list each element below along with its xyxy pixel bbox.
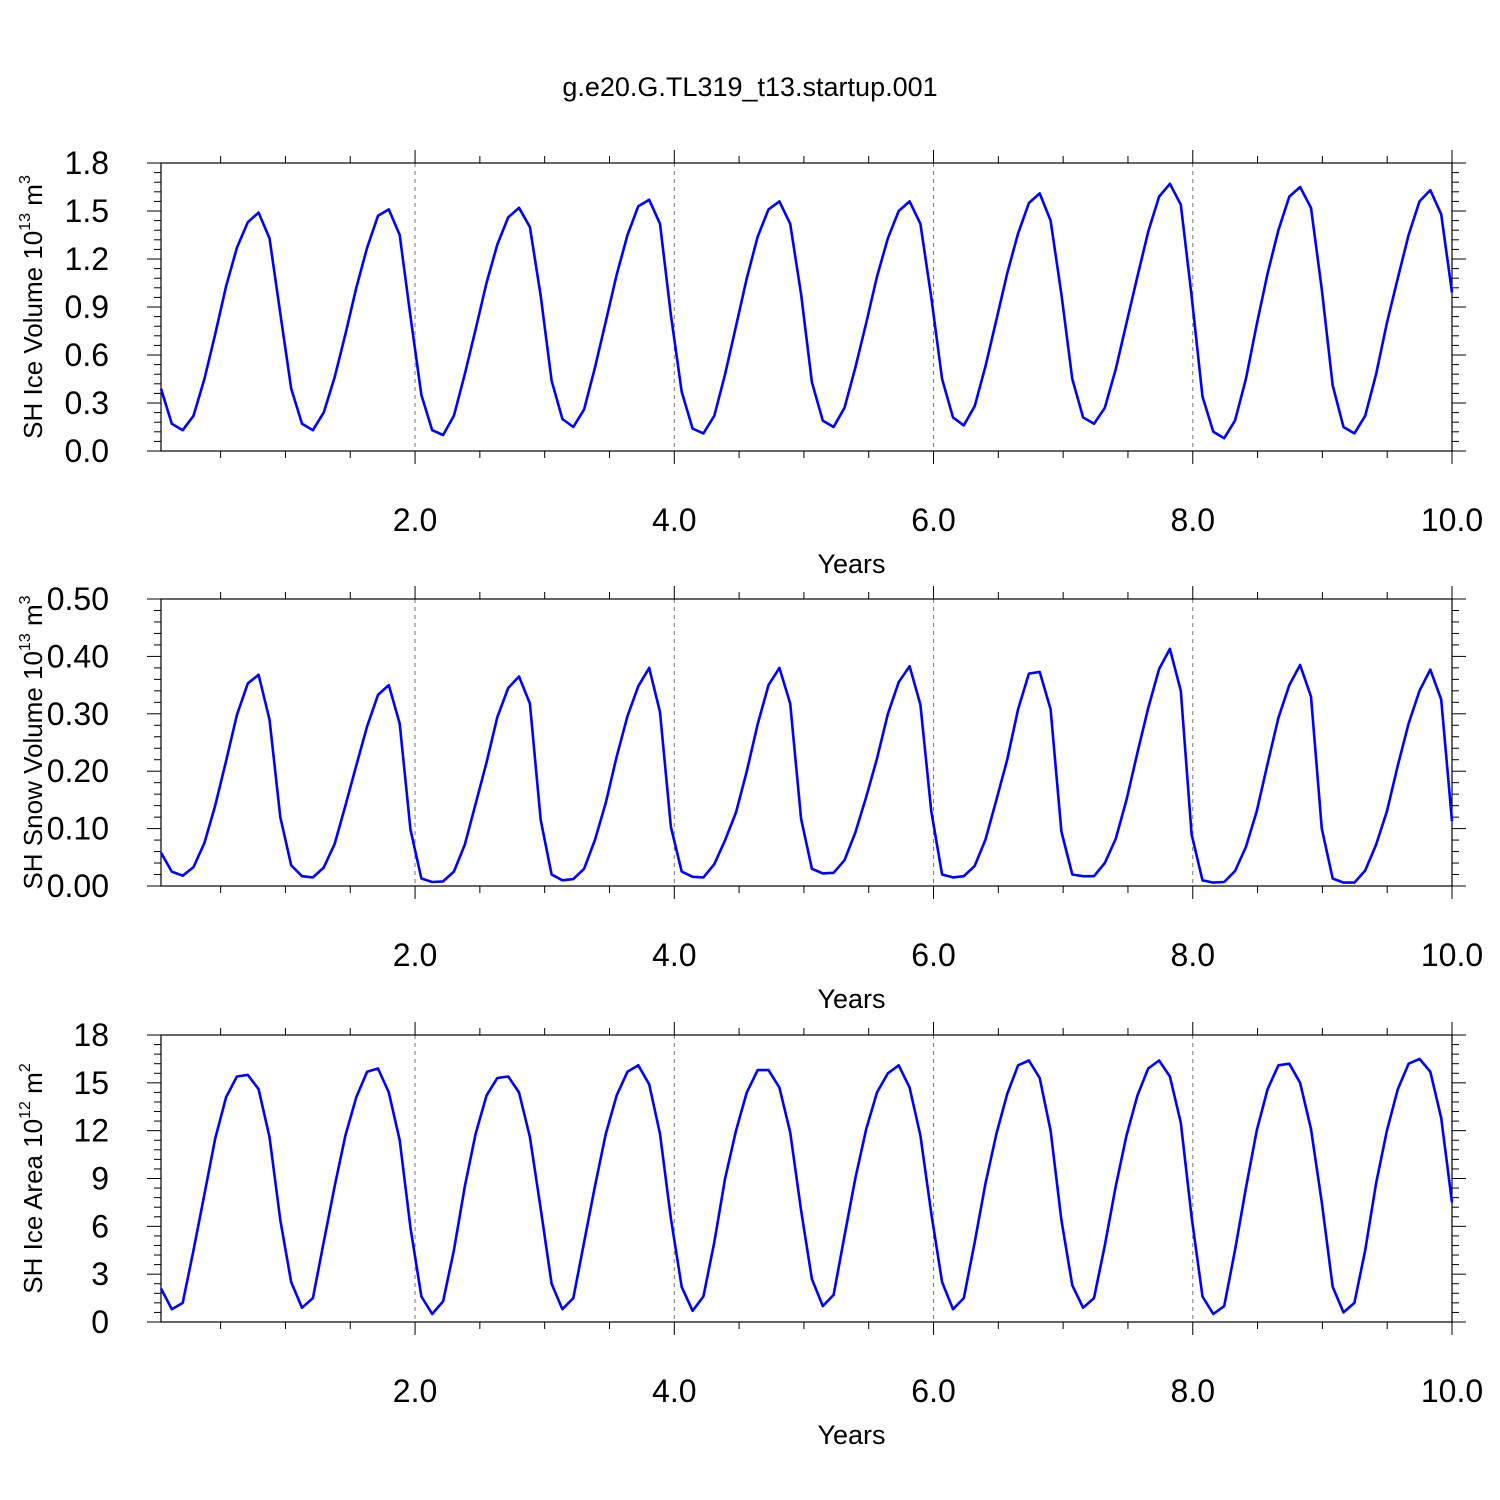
x-tick-label: 6.0 [911, 1373, 955, 1409]
panel-2: 2.0 4.0 6.0 8.0 10.0 Years 0.00 0.10 0.20 0.30 0.4… [17, 581, 1483, 1014]
x-axis-label: Years [817, 1420, 885, 1450]
x-axis-label: Years [817, 549, 885, 579]
x-tick-label: 4.0 [652, 502, 696, 538]
x-tick-label: 10.0 [1421, 1373, 1483, 1409]
y-axis-label: SH Snow Volume 1013 m3 [17, 595, 48, 889]
y-axis-label: SH Ice Area 1012 m2 [17, 1063, 48, 1294]
y-tick-label: 9 [91, 1161, 109, 1197]
x-tick-label: 6.0 [911, 937, 955, 973]
y-tick-label: 1.8 [65, 145, 109, 181]
y-axis-label: SH Ice Volume 1013 m3 [17, 175, 48, 439]
x-tick-label: 8.0 [1171, 937, 1215, 973]
x-tick-label: 6.0 [911, 502, 955, 538]
y-tick-label: 15 [73, 1065, 109, 1101]
y-tick-label: 0 [91, 1304, 109, 1340]
x-tick-label: 2.0 [393, 937, 437, 973]
x-tick-label: 8.0 [1171, 502, 1215, 538]
x-tick-label: 10.0 [1421, 937, 1483, 973]
y-tick-label: 12 [73, 1113, 109, 1149]
y-tick-label: 0.3 [65, 385, 109, 421]
y-tick-label: 0.20 [47, 753, 109, 789]
x-tick-label: 8.0 [1171, 1373, 1215, 1409]
y-tick-label: 0.30 [47, 696, 109, 732]
y-tick-label: 18 [73, 1017, 109, 1053]
y-tick-label: 0.6 [65, 337, 109, 373]
plot-frame [160, 598, 1453, 887]
y-tick-label: 3 [91, 1256, 109, 1292]
plot-frame [160, 162, 1453, 452]
y-tick-label: 0.0 [65, 433, 109, 469]
y-tick-label: 0.40 [47, 638, 109, 674]
panel-3: 2.0 4.0 6.0 8.0 10.0 Years 0 3 6 9 12 15 18 SH Ice Ar… [17, 1017, 1483, 1450]
y-tick-label: 0.50 [47, 581, 109, 617]
series-line [159, 1057, 1454, 1316]
y-tick-label: 1.2 [65, 241, 109, 277]
x-axis-label: Years [817, 984, 885, 1014]
x-tick-label: 2.0 [393, 1373, 437, 1409]
y-tick-label: 1.5 [65, 193, 109, 229]
series-line [159, 647, 1454, 884]
y-tick-label: 0.10 [47, 811, 109, 847]
panel-1: 2.0 4.0 6.0 8.0 10.0 Years 0.0 0.3 0.6 0.9 1.2 1.5 1… [17, 145, 1483, 579]
y-tick-label: 0.9 [65, 289, 109, 325]
y-tick-label: 6 [91, 1208, 109, 1244]
chart-title: g.e20.G.TL319_t13.startup.001 [562, 72, 938, 102]
x-tick-label: 4.0 [652, 1373, 696, 1409]
plot-frame [160, 1034, 1453, 1323]
x-tick-label: 2.0 [393, 502, 437, 538]
x-tick-label: 4.0 [652, 937, 696, 973]
series-line [159, 182, 1454, 440]
x-tick-label: 10.0 [1421, 502, 1483, 538]
y-tick-label: 0.00 [47, 868, 109, 904]
